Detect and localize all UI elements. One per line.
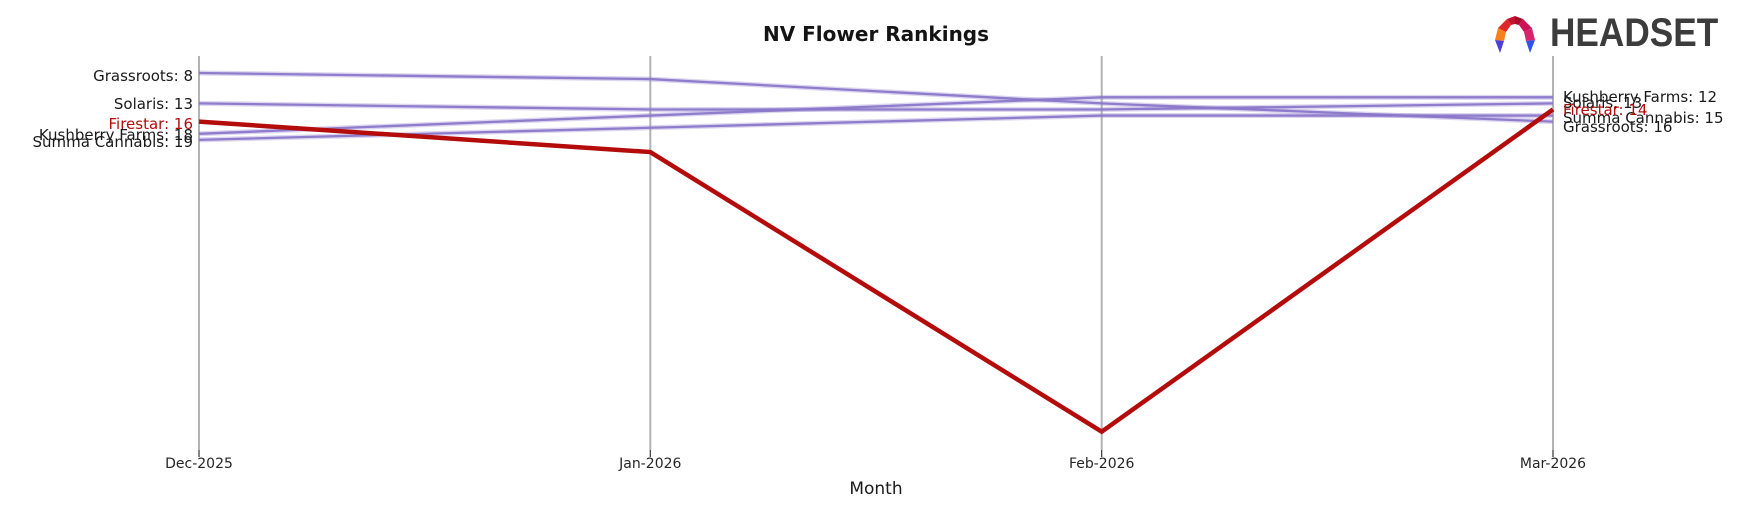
headset-logo-text: HEADSET [1549, 10, 1719, 55]
end-label-kushberry-farms: Kushberry Farms: 12 [1563, 88, 1718, 107]
chart-title: NV Flower Rankings [762, 22, 990, 46]
end-label-solaris: Solaris: 13 [1563, 94, 1643, 113]
start-label-grassroots: Grassroots: 8 [93, 66, 193, 85]
start-label-summa-cannabis: Summa Cannabis: 19 [32, 132, 194, 151]
headset-logo-icon [1494, 16, 1535, 53]
series-line-kushberry-farms [198, 96, 1553, 135]
series-line-summa-cannabis [198, 114, 1553, 142]
x-tick-label-Dec-2025: Dec-2025 [165, 456, 233, 472]
series-line-solaris [198, 102, 1554, 111]
end-label-summa-cannabis: Summa Cannabis: 15 [1563, 108, 1724, 127]
series-line-firestar [198, 107, 1555, 435]
headset-logo: HEADSET [1490, 8, 1741, 58]
x-tick-label-Jan-2026: Jan-2026 [619, 456, 682, 472]
series-line-grassroots [198, 71, 1554, 123]
end-label-grassroots: Grassroots: 16 [1563, 117, 1673, 136]
end-label-firestar: Firestar: 14 [1563, 101, 1648, 120]
start-label-kushberry-farms: Kushberry Farms: 18 [38, 125, 193, 144]
x-axis-title: Month [849, 479, 903, 499]
x-tick-label-Feb-2026: Feb-2026 [1068, 456, 1135, 472]
start-label-solaris: Solaris: 13 [113, 95, 193, 114]
start-label-firestar: Firestar: 16 [108, 114, 193, 133]
x-tick-label-Mar-2026: Mar-2026 [1519, 456, 1587, 472]
